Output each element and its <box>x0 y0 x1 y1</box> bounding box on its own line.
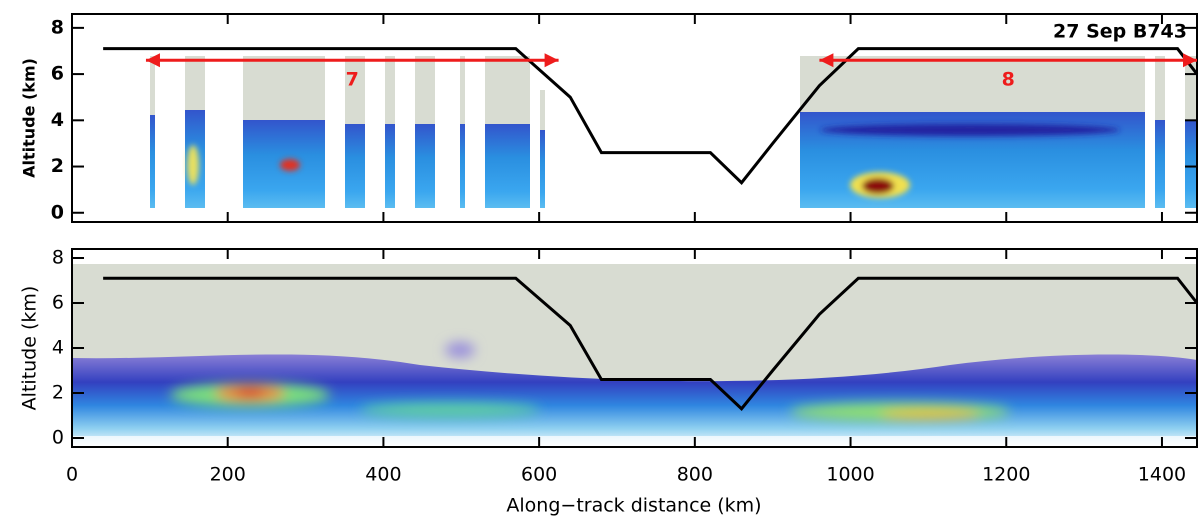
model-curtain <box>72 264 1197 447</box>
x-tick-label: 0 <box>66 464 78 486</box>
x-tick-label: 1400 <box>1138 464 1186 486</box>
y-tick-label: 8 <box>51 16 64 38</box>
y-tick-label: 2 <box>51 155 64 177</box>
x-tick-label: 400 <box>365 464 401 486</box>
y-tick-label: 8 <box>52 247 64 269</box>
arrow-head <box>145 53 160 68</box>
arrow-head <box>544 53 559 68</box>
y-axis-label: Altitude (km) <box>20 58 39 178</box>
x-tick-label: 1200 <box>982 464 1030 486</box>
x-tick-label: 600 <box>521 464 557 486</box>
lidar-curtain <box>150 56 1197 208</box>
x-tick-label: 200 <box>210 464 246 486</box>
plot-frame <box>71 13 1198 223</box>
y-tick-label: 6 <box>51 63 64 85</box>
y-axis-label: Altitude (km) <box>19 286 41 411</box>
arrow-label: 8 <box>1002 69 1015 91</box>
y-tick-label: 4 <box>52 337 64 359</box>
x-tick-label: 1000 <box>826 464 874 486</box>
arrow-head <box>1183 53 1197 68</box>
x-axis-label: Along−track distance (km) <box>506 495 761 517</box>
y-tick-label: 0 <box>52 427 64 449</box>
flight-track <box>103 47 1199 185</box>
y-tick-label: 2 <box>52 382 64 404</box>
y-tick-label: 4 <box>51 109 64 131</box>
x-tick-label: 800 <box>677 464 713 486</box>
arrow-head <box>819 53 834 68</box>
annotation: 27 Sep B743 <box>1053 21 1187 43</box>
y-tick-label: 0 <box>51 201 64 223</box>
flight-track <box>103 276 1199 411</box>
arrow-label: 7 <box>346 69 359 91</box>
y-tick-label: 6 <box>52 292 64 314</box>
